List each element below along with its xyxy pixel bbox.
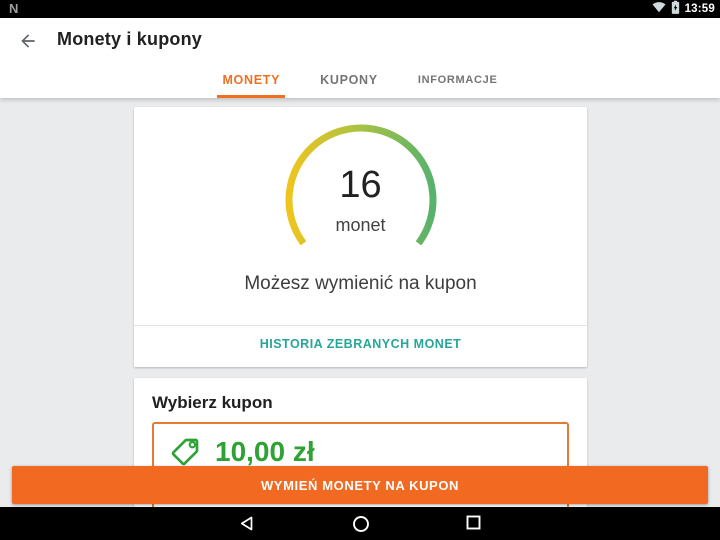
exchange-coins-button-label: WYMIEŃ MONETY NA KUPON xyxy=(260,477,460,493)
wifi-icon xyxy=(652,0,666,18)
status-bar: N 13:59 xyxy=(0,0,720,18)
coupon-section-heading: Wybierz kupon xyxy=(152,393,273,412)
price-tag-icon xyxy=(168,436,202,473)
header: Monety i kupony MONETY KUPONY INFORMACJE xyxy=(0,18,720,98)
divider xyxy=(134,325,587,326)
nav-recents-icon[interactable] xyxy=(466,515,481,535)
coins-card: 16 monet Możesz wymienić na kupon HISTOR… xyxy=(134,107,587,367)
android-nav-bar xyxy=(0,507,720,540)
history-link[interactable]: HISTORIA ZEBRANYCH MONET xyxy=(259,337,462,351)
coins-gauge: 16 monet xyxy=(281,120,441,260)
tab-monety[interactable]: MONETY xyxy=(217,62,286,98)
coin-unit: monet xyxy=(335,215,386,235)
coins-message: Możesz wymienić na kupon xyxy=(244,273,477,294)
tab-kupony[interactable]: KUPONY xyxy=(315,62,383,98)
tab-monety-label: MONETY xyxy=(222,73,281,87)
tab-kupony-label: KUPONY xyxy=(320,73,378,87)
nav-home-icon[interactable] xyxy=(352,515,370,538)
back-arrow-icon[interactable] xyxy=(18,31,38,51)
page-title: Monety i kupony xyxy=(57,29,203,49)
tab-bar: MONETY KUPONY INFORMACJE xyxy=(0,62,720,98)
app-bar: Monety i kupony xyxy=(0,18,720,62)
tab-informacje[interactable]: INFORMACJE xyxy=(413,62,503,98)
gauge-arc xyxy=(285,124,436,246)
content-area[interactable]: 16 monet Możesz wymienić na kupon HISTOR… xyxy=(0,98,720,510)
tab-informacje-label: INFORMACJE xyxy=(417,74,498,86)
coin-count: 16 xyxy=(339,164,382,206)
nav-back-icon[interactable] xyxy=(239,515,255,537)
coupon-amount: 10,00 zł xyxy=(215,436,315,467)
exchange-coins-button[interactable]: WYMIEŃ MONETY NA KUPON xyxy=(12,466,708,504)
nfc-icon: N xyxy=(9,1,19,16)
status-time: 13:59 xyxy=(684,3,715,15)
battery-charging-icon xyxy=(671,0,680,19)
